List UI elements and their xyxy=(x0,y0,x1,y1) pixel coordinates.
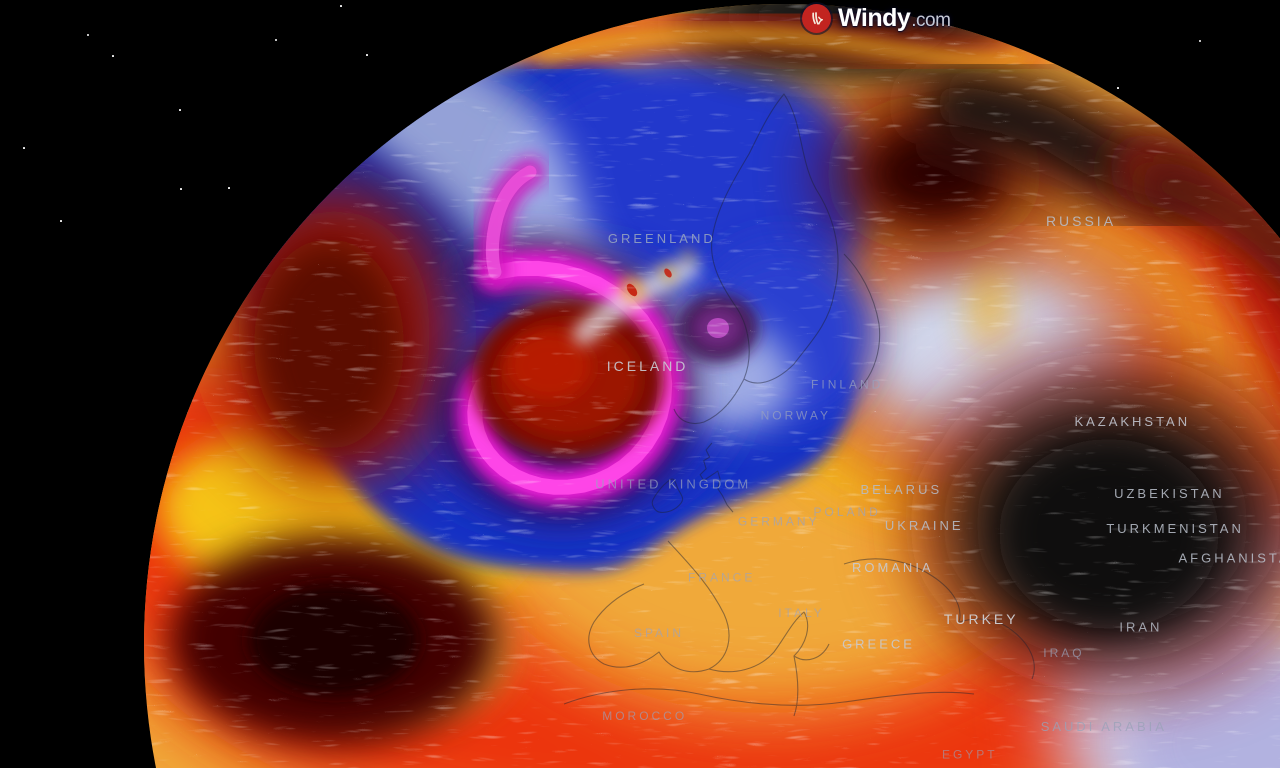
svg-text:AFGHANISTAN: AFGHANISTAN xyxy=(1178,551,1280,566)
svg-text:ICELAND: ICELAND xyxy=(607,358,689,374)
svg-text:UKRAINE: UKRAINE xyxy=(885,518,964,533)
svg-text:IRAN: IRAN xyxy=(1119,619,1162,634)
svg-text:ROMANIA: ROMANIA xyxy=(852,560,934,575)
svg-text:GERMANY: GERMANY xyxy=(738,514,820,528)
svg-text:TURKMENISTAN: TURKMENISTAN xyxy=(1106,521,1243,536)
svg-text:MOROCCO: MOROCCO xyxy=(602,709,687,723)
svg-text:IRAQ: IRAQ xyxy=(1043,646,1084,660)
svg-text:UNITED KINGDOM: UNITED KINGDOM xyxy=(595,476,751,491)
svg-text:ITALY: ITALY xyxy=(778,606,825,620)
svg-text:GREECE: GREECE xyxy=(842,636,915,651)
svg-text:RUSSIA: RUSSIA xyxy=(1046,213,1116,229)
svg-text:SAUDI ARABIA: SAUDI ARABIA xyxy=(1040,719,1166,734)
svg-text:SPAIN: SPAIN xyxy=(634,626,684,640)
svg-text:BELARUS: BELARUS xyxy=(860,482,942,497)
svg-text:NORWAY: NORWAY xyxy=(760,409,830,423)
svg-text:FRANCE: FRANCE xyxy=(688,570,755,584)
svg-text:FINLAND: FINLAND xyxy=(811,377,883,391)
svg-text:UZBEKISTAN: UZBEKISTAN xyxy=(1114,486,1225,501)
svg-text:GREENLAND: GREENLAND xyxy=(608,231,716,246)
svg-text:KAZAKHSTAN: KAZAKHSTAN xyxy=(1074,414,1190,429)
svg-text:TURKEY: TURKEY xyxy=(944,611,1019,627)
svg-text:EGYPT: EGYPT xyxy=(942,747,998,761)
svg-text:POLAND: POLAND xyxy=(813,505,880,519)
